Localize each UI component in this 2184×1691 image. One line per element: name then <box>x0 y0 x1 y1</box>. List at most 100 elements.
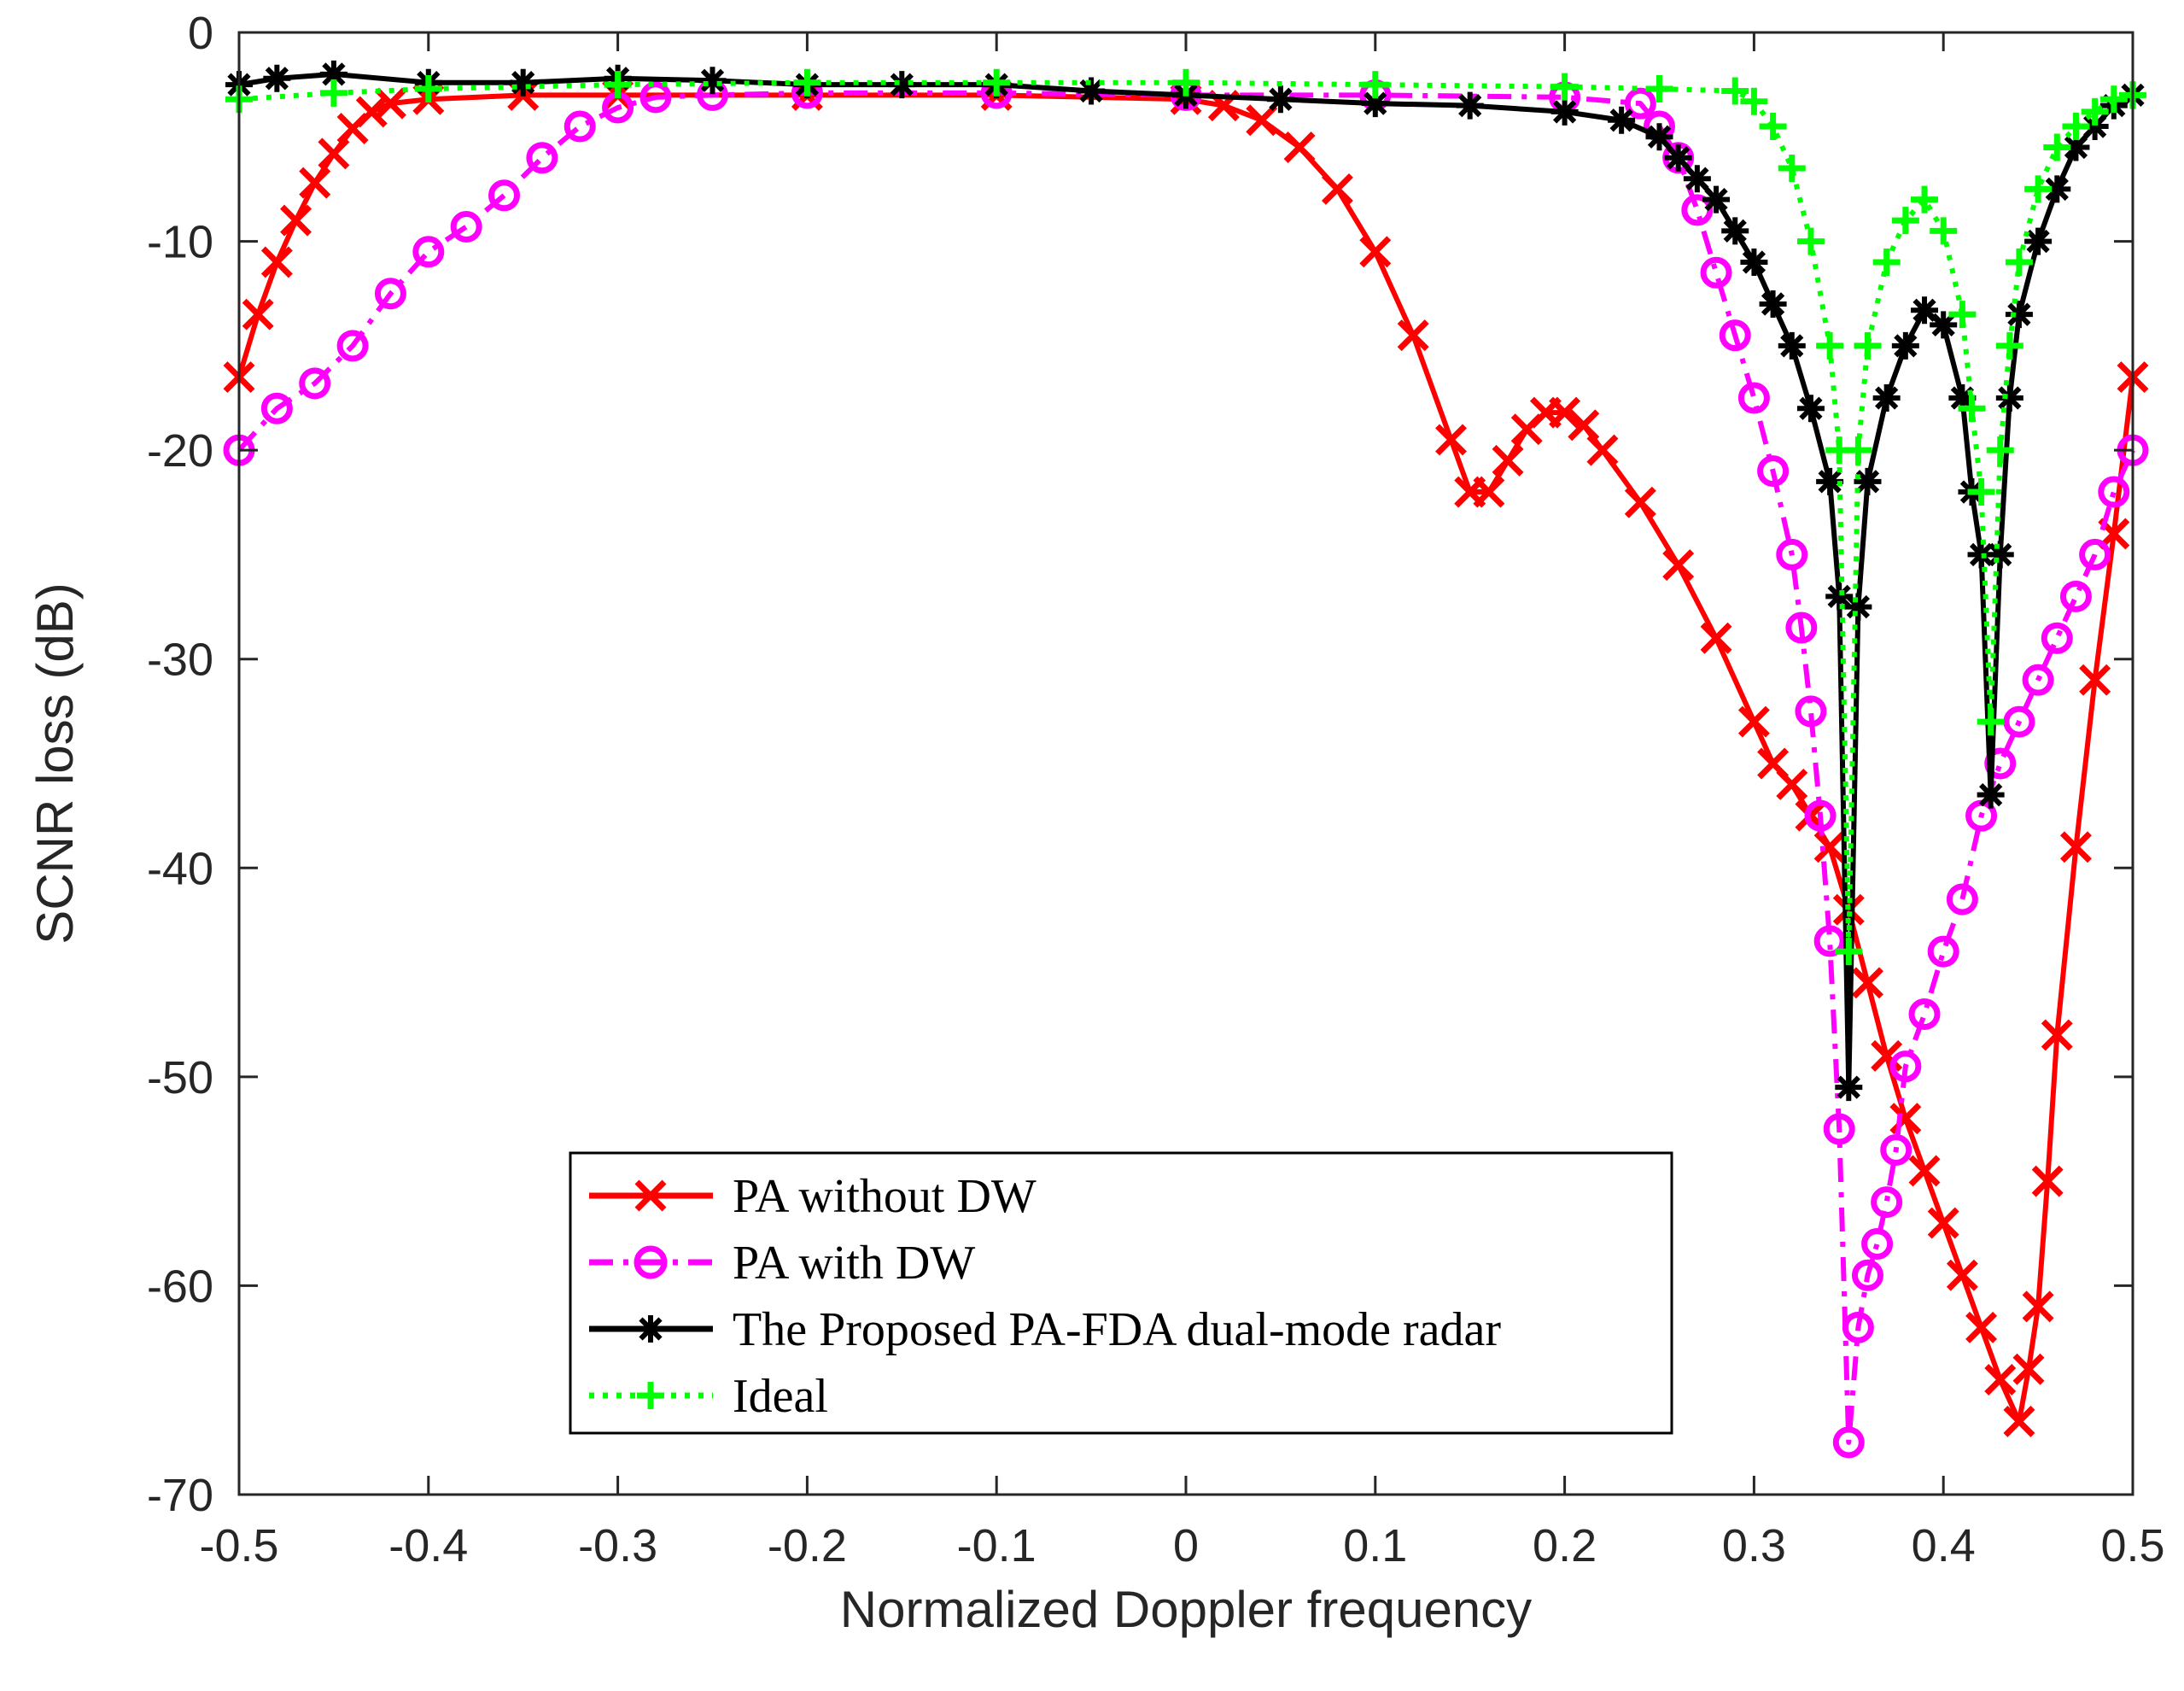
data-point-marker <box>1683 165 1711 193</box>
data-point-marker <box>374 278 406 310</box>
data-point-marker <box>1813 925 1846 957</box>
data-point-marker <box>2003 705 2035 738</box>
data-point-marker <box>1911 185 1939 214</box>
legend-entries: PA without DW PA with DW The Proposed PA-F… <box>589 1170 1501 1423</box>
data-point-marker <box>1842 1311 1874 1343</box>
data-point-marker <box>1077 77 1106 105</box>
y-axis-title: SCNR loss (dB) <box>26 582 84 944</box>
data-point-marker <box>1872 384 1901 412</box>
data-point-marker <box>1908 998 1941 1030</box>
data-point-marker <box>242 298 274 331</box>
data-point-marker <box>1721 77 1749 105</box>
data-point-marker <box>1473 476 1505 508</box>
data-point-marker <box>2022 1290 2054 1323</box>
data-point-marker <box>318 138 350 170</box>
legend-entry: The Proposed PA-FDA dual-mode radar <box>589 1303 1501 1356</box>
x-tick-label: 0.5 <box>2100 1520 2164 1571</box>
data-point-marker <box>1662 549 1695 582</box>
data-point-marker <box>355 96 388 128</box>
legend-label: PA without DW <box>733 1170 1037 1223</box>
data-point-marker <box>564 110 596 143</box>
data-point-marker <box>263 64 291 92</box>
data-point-marker <box>1740 87 1768 115</box>
y-tick-label: -40 <box>147 843 213 894</box>
data-point-marker <box>1891 331 1919 360</box>
data-point-marker <box>1721 217 1749 245</box>
data-point-marker <box>2081 97 2109 126</box>
data-point-marker <box>1844 436 1872 465</box>
data-point-marker <box>1844 593 1872 621</box>
data-point-marker <box>1397 319 1429 352</box>
x-tick-label: -0.1 <box>957 1520 1037 1571</box>
data-point-marker <box>1776 768 1808 800</box>
data-point-marker <box>1880 1133 1912 1166</box>
data-point-marker <box>1757 455 1790 488</box>
series-line <box>237 90 2135 1445</box>
data-point-marker <box>2005 249 2033 277</box>
data-point-marker <box>1967 541 1995 569</box>
data-point-marker <box>1835 938 1863 966</box>
data-point-marker <box>2079 664 2111 696</box>
y-tick-label: -20 <box>147 425 213 477</box>
data-point-marker <box>1861 1228 1894 1261</box>
data-point-marker <box>1737 382 1770 414</box>
data-point-marker <box>2098 476 2130 508</box>
y-tick-label: -10 <box>147 217 213 268</box>
y-tick-label: -60 <box>147 1261 213 1312</box>
data-point-marker <box>1759 290 1787 318</box>
x-tick-label: -0.2 <box>768 1520 847 1571</box>
legend-label: PA with DW <box>733 1237 975 1290</box>
data-point-marker <box>1283 132 1316 163</box>
data-point-marker <box>1435 424 1467 456</box>
data-point-marker <box>526 142 558 174</box>
data-point-marker <box>414 75 442 103</box>
data-point-marker <box>1891 207 1919 235</box>
data-point-marker <box>1266 85 1294 114</box>
data-point-marker <box>1645 75 1673 103</box>
data-point-marker <box>2062 113 2090 141</box>
data-point-marker <box>1872 249 1901 277</box>
data-point-marker <box>2062 133 2090 161</box>
data-point-marker <box>1321 173 1353 205</box>
data-point-marker <box>1624 486 1656 518</box>
data-point-marker <box>1796 395 1825 423</box>
data-point-marker <box>1702 185 1731 214</box>
x-axis-title: Normalized Doppler frequency <box>840 1581 1532 1638</box>
ticks-layer: -0.5 -0.4 -0.3 -0.2 -0.1 0 0.1 0.2 0.3 0.4 0.5 0 -10… <box>147 8 2165 1571</box>
data-point-marker <box>2003 1405 2035 1437</box>
data-point-marker <box>2043 175 2071 203</box>
data-point-marker <box>1664 143 1692 172</box>
data-point-marker <box>450 210 482 243</box>
data-point-marker <box>1456 91 1484 120</box>
data-point-marker <box>488 179 521 212</box>
data-point-marker <box>1948 384 1977 412</box>
data-point-marker <box>2059 831 2092 863</box>
data-point-marker <box>1700 622 1732 654</box>
legend-entry: PA without DW <box>589 1170 1037 1223</box>
data-point-marker <box>1986 541 2014 569</box>
data-point-marker <box>2059 580 2092 612</box>
series-line <box>238 71 2134 1091</box>
data-point-marker <box>604 71 632 99</box>
data-point-marker <box>1911 296 1939 325</box>
data-point-marker <box>1361 71 1389 99</box>
data-point-marker <box>509 68 537 97</box>
data-point-marker <box>1832 1426 1865 1459</box>
data-point-marker <box>1681 194 1714 226</box>
data-point-marker <box>698 67 727 95</box>
y-tick-label: -70 <box>147 1470 213 1521</box>
data-point-marker <box>1927 1207 1959 1239</box>
data-point-marker <box>1854 467 1882 495</box>
data-point-marker <box>634 1179 667 1212</box>
data-point-marker <box>1737 705 1770 738</box>
data-point-marker <box>2022 664 2054 696</box>
data-point-marker <box>1759 113 1787 141</box>
data-point-marker <box>1550 97 1579 126</box>
data-point-marker <box>793 68 821 97</box>
y-tick-label: 0 <box>188 8 213 59</box>
x-tick-label: -0.4 <box>388 1520 468 1571</box>
x-tick-label: 0.2 <box>1533 1520 1597 1571</box>
data-point-marker <box>1977 781 2005 809</box>
data-point-marker <box>1995 331 2023 360</box>
